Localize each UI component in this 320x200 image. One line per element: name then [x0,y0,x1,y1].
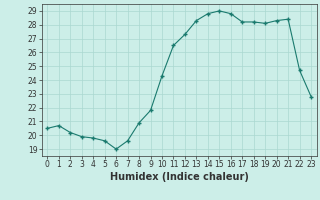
X-axis label: Humidex (Indice chaleur): Humidex (Indice chaleur) [110,172,249,182]
